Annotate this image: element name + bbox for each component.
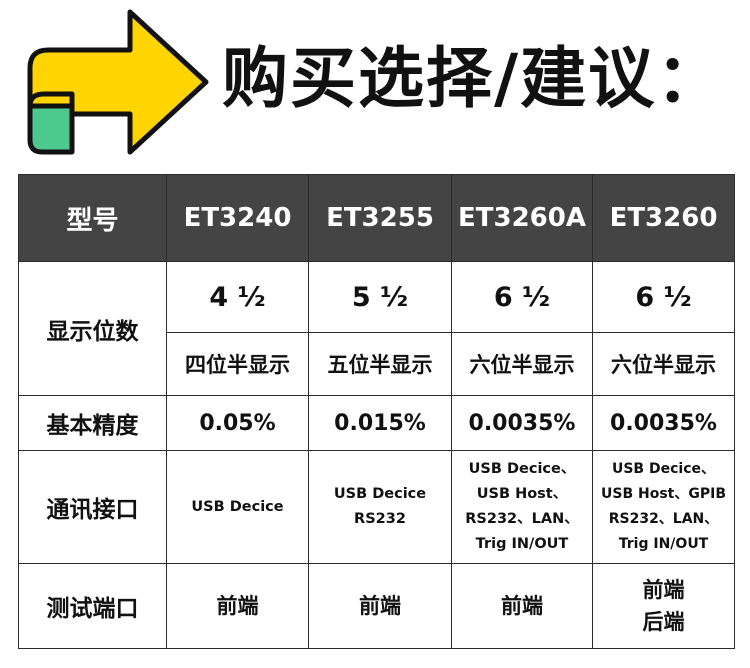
cell-interface: USB Decice [166, 450, 309, 564]
column-header-et3260a: ET3260A [451, 174, 593, 262]
right-arrow-icon [27, 9, 209, 155]
column-header-et3260: ET3260 [592, 174, 735, 262]
cell-digits: 5 ½ [308, 261, 452, 333]
cell-accuracy: 0.0035% [451, 395, 593, 451]
interface-line: RS232、LAN、 [465, 511, 579, 527]
cell-digits: 6 ½ [592, 261, 735, 333]
cell-digits-description: 六位半显示 [451, 332, 593, 396]
interface-line: USB Decice [333, 486, 427, 502]
interface-line: USB Decice、 [468, 461, 576, 477]
interface-line: USB Host、GPIB [601, 486, 726, 502]
port-line: 前端 [359, 594, 401, 618]
cell-accuracy: 0.0035% [592, 395, 735, 451]
column-header-et3240: ET3240 [166, 174, 309, 262]
cell-port: 前端 [451, 563, 593, 649]
cell-port: 前端 [166, 563, 309, 649]
interface-line: RS232、LAN、 [608, 511, 719, 527]
interface-line: USB Decice、 [611, 461, 715, 477]
cell-accuracy: 0.015% [308, 395, 452, 451]
table-row: 显示位数 4 ½ 5 ½ 6 ½ 6 ½ [18, 261, 735, 396]
cell-accuracy: 0.05% [166, 395, 309, 451]
cell-digits-description: 四位半显示 [166, 332, 309, 396]
row-label-test-port: 测试端口 [18, 563, 167, 649]
port-line: 后端 [642, 610, 685, 634]
cell-interface: USB Decice、 USB Host、 RS232、LAN、 Trig IN… [451, 450, 593, 564]
table-header-row: 型号 ET3240 ET3255 ET3260A ET3260 [18, 174, 735, 262]
interface-line: Trig IN/OUT [618, 536, 709, 552]
table-row: 测试端口 前端 前端 前端 前端 后端 [18, 563, 735, 649]
row-label-display-digits: 显示位数 [18, 261, 167, 396]
interface-line: RS232 [354, 511, 406, 527]
row-label-basic-accuracy: 基本精度 [18, 395, 167, 451]
table-row: 基本精度 0.05% 0.015% 0.0035% 0.0035% [18, 395, 735, 451]
page-title: 购买选择/建议： [222, 40, 725, 117]
interface-line: USB Host、 [476, 486, 568, 502]
interface-line: USB Decice [191, 498, 284, 515]
cell-interface: USB Decice、 USB Host、GPIB RS232、LAN、 Tri… [592, 450, 735, 564]
cell-interface: USB Decice RS232 [308, 450, 452, 564]
cell-digits: 4 ½ [166, 261, 309, 333]
port-line: 前端 [642, 578, 685, 602]
row-label-comm-interface: 通讯接口 [18, 450, 167, 564]
cell-digits-description: 六位半显示 [592, 332, 735, 396]
interface-line: Trig IN/OUT [475, 536, 569, 552]
port-line: 前端 [216, 594, 259, 618]
table-row: 通讯接口 USB Decice USB Decice RS232 USB Dec… [18, 450, 735, 564]
port-line: 前端 [501, 594, 543, 618]
cell-port: 前端 [308, 563, 452, 649]
spec-table: 型号 ET3240 ET3255 ET3260A ET3260 显示位数 4 ½… [18, 174, 735, 649]
column-header-et3255: ET3255 [308, 174, 452, 262]
cell-digits-description: 五位半显示 [308, 332, 452, 396]
cell-digits: 6 ½ [451, 261, 593, 333]
column-header-model: 型号 [18, 174, 167, 262]
cell-port: 前端 后端 [592, 563, 735, 649]
